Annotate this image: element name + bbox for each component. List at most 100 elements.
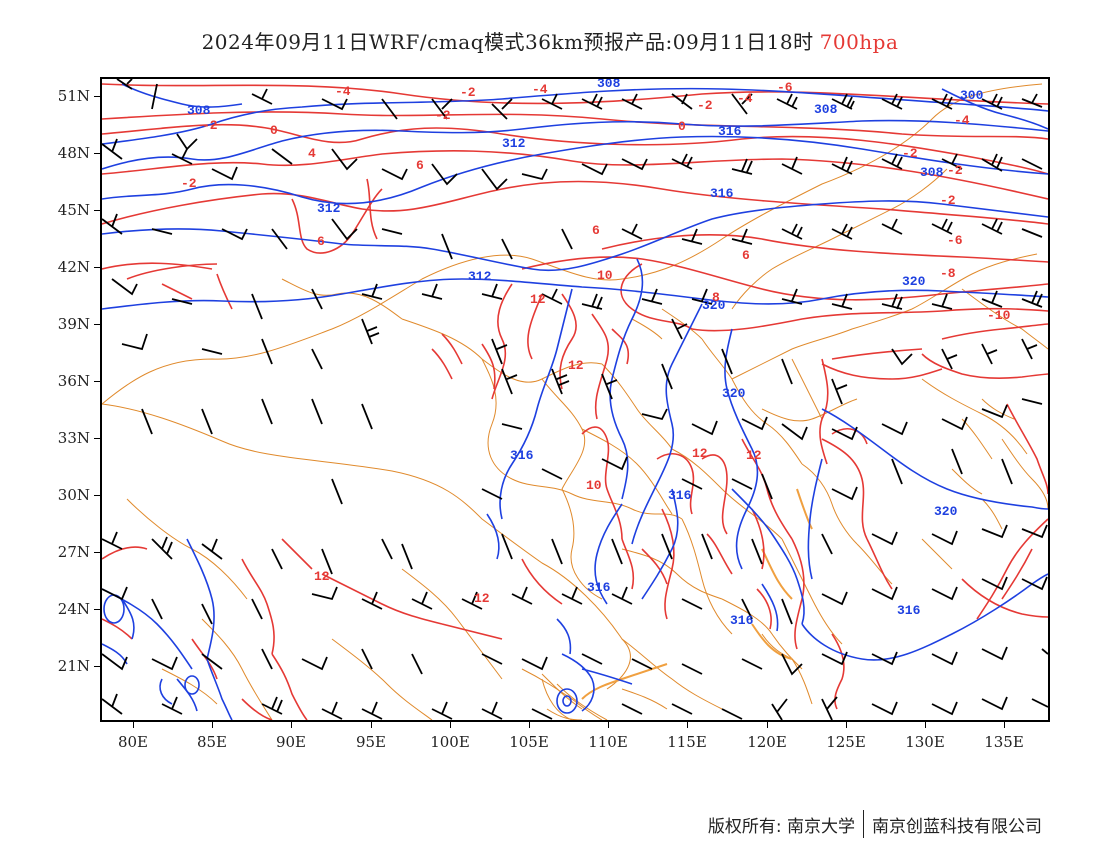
- x-tick: [687, 722, 688, 728]
- t-label: -2: [902, 146, 918, 161]
- t-label: -2: [181, 176, 197, 191]
- t-label: -2: [202, 118, 218, 133]
- y-tick-label: 51N: [57, 87, 90, 105]
- x-tick-label: 90E: [275, 733, 307, 751]
- isotherms: [102, 83, 1048, 720]
- t-label: 4: [308, 146, 316, 161]
- x-tick: [133, 722, 134, 728]
- h-label: 300: [960, 88, 984, 103]
- t-label: -4: [737, 91, 753, 106]
- y-tick-label: 42N: [57, 258, 90, 276]
- x-tick-label: 100E: [430, 733, 470, 751]
- t-label: 10: [597, 268, 613, 283]
- t-label: -8: [940, 266, 956, 281]
- h-label: 312: [502, 136, 526, 151]
- x-tick-label: 85E: [196, 733, 228, 751]
- y-tick-label: 24N: [57, 600, 90, 618]
- t-label: -6: [777, 80, 793, 95]
- weather-map: -4 -2 -2 -2 -4 -2 -4 -6 -4 0 0 -2 4 6 -2…: [100, 77, 1050, 722]
- h-label: 320: [934, 504, 958, 519]
- x-tick-label: 130E: [905, 733, 945, 751]
- y-tick: [94, 438, 100, 439]
- x-tick: [450, 722, 451, 728]
- t-label: 6: [592, 223, 600, 238]
- h-label: 308: [920, 165, 944, 180]
- h-label: 320: [722, 386, 746, 401]
- t-label: -4: [335, 84, 351, 99]
- h-label: 316: [668, 488, 692, 503]
- t-label: -2: [697, 98, 713, 113]
- t-label: -2: [940, 193, 956, 208]
- h-label: 312: [317, 201, 341, 216]
- h-label: 320: [702, 298, 726, 313]
- t-label: -2: [435, 108, 451, 123]
- x-tick-label: 125E: [826, 733, 866, 751]
- t-label: -4: [954, 113, 970, 128]
- t-label: 12: [314, 569, 330, 584]
- h-label: 316: [710, 186, 734, 201]
- t-label: 8: [712, 290, 720, 305]
- copyright-owner: 版权所有: 南京大学: [707, 816, 855, 837]
- isotherm-labels: -4 -2 -2 -2 -4 -2 -4 -6 -4 0 0 -2 4 6 -2…: [181, 80, 1011, 606]
- wind-barbs: [102, 79, 1048, 720]
- t-label: 0: [270, 123, 278, 138]
- x-tick-label: 80E: [117, 733, 149, 751]
- title-level: 700hpa: [819, 30, 899, 54]
- x-tick-label: 115E: [667, 733, 707, 751]
- h-label: 320: [902, 274, 926, 289]
- x-tick: [608, 722, 609, 728]
- copyright-divider: [863, 810, 864, 838]
- h-label: 316: [718, 124, 742, 139]
- t-label: -10: [987, 308, 1011, 323]
- map-title: 2024年09月11日WRF/cmaq模式36km预报产品:09月11日18时 7…: [0, 26, 1100, 55]
- t-label: 12: [692, 446, 708, 461]
- x-tick: [212, 722, 213, 728]
- x-tick: [846, 722, 847, 728]
- copyright-notice: 版权所有: 南京大学 南京创蓝科技有限公司: [708, 810, 1042, 838]
- t-label: -4: [532, 82, 548, 97]
- y-tick-label: 21N: [57, 657, 90, 675]
- y-tick: [94, 153, 100, 154]
- y-tick: [94, 609, 100, 610]
- t-label: -2: [947, 163, 963, 178]
- x-tick: [291, 722, 292, 728]
- x-tick-label: 95E: [355, 733, 387, 751]
- x-tick-label: 105E: [509, 733, 549, 751]
- t-label: 12: [568, 358, 584, 373]
- x-tick-label: 135E: [984, 733, 1024, 751]
- y-tick: [94, 324, 100, 325]
- h-label: 316: [730, 613, 754, 628]
- h-label: 308: [814, 102, 838, 117]
- height-contours: [102, 83, 1048, 720]
- x-tick-label: 120E: [747, 733, 787, 751]
- h-label: 316: [510, 448, 534, 463]
- copyright-company: 南京创蓝科技有限公司: [872, 816, 1042, 837]
- y-tick: [94, 210, 100, 211]
- x-tick: [925, 722, 926, 728]
- boundaries: [102, 83, 1048, 720]
- t-label: -6: [947, 233, 963, 248]
- t-label: 6: [416, 158, 424, 173]
- x-tick: [371, 722, 372, 728]
- t-label: 0: [678, 119, 686, 134]
- map-svg: -4 -2 -2 -2 -4 -2 -4 -6 -4 0 0 -2 4 6 -2…: [102, 79, 1048, 720]
- h-label: 308: [187, 103, 211, 118]
- x-tick-label: 110E: [588, 733, 628, 751]
- x-tick: [767, 722, 768, 728]
- y-tick: [94, 552, 100, 553]
- y-tick-label: 27N: [57, 543, 90, 561]
- t-label: -2: [460, 85, 476, 100]
- t-label: 12: [530, 292, 546, 307]
- y-tick: [94, 381, 100, 382]
- h-label: 308: [597, 79, 621, 91]
- x-tick: [529, 722, 530, 728]
- y-tick-label: 48N: [57, 144, 90, 162]
- t-label: 12: [746, 448, 762, 463]
- y-tick: [94, 96, 100, 97]
- h-label: 312: [468, 269, 492, 284]
- y-tick-label: 36N: [57, 372, 90, 390]
- h-label: 316: [587, 580, 611, 595]
- y-tick-label: 39N: [57, 315, 90, 333]
- height-labels: 308 308 308 300 312 316 312 316 312 320 …: [187, 79, 984, 628]
- y-tick-label: 45N: [57, 201, 90, 219]
